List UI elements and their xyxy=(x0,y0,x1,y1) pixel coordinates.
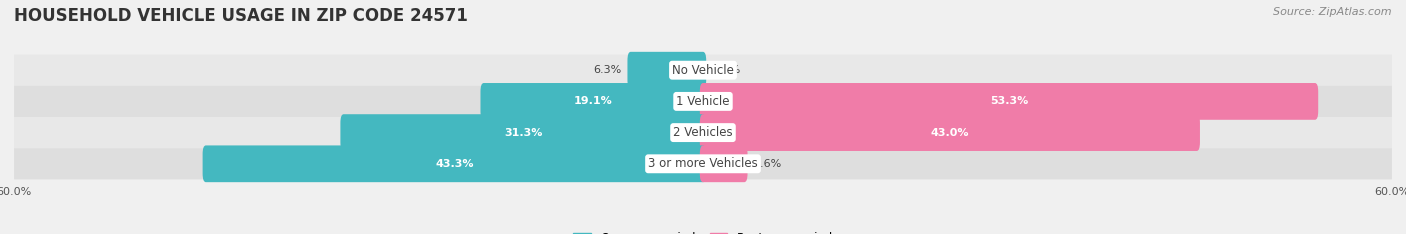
Text: 43.0%: 43.0% xyxy=(931,128,969,138)
Text: 2 Vehicles: 2 Vehicles xyxy=(673,126,733,139)
FancyBboxPatch shape xyxy=(481,83,706,120)
Text: 6.3%: 6.3% xyxy=(593,65,621,75)
FancyBboxPatch shape xyxy=(14,117,1392,148)
FancyBboxPatch shape xyxy=(202,145,706,182)
FancyBboxPatch shape xyxy=(14,86,1392,117)
Text: 1 Vehicle: 1 Vehicle xyxy=(676,95,730,108)
Text: 19.1%: 19.1% xyxy=(574,96,613,106)
Text: 31.3%: 31.3% xyxy=(505,128,543,138)
FancyBboxPatch shape xyxy=(340,114,706,151)
Legend: Owner-occupied, Renter-occupied: Owner-occupied, Renter-occupied xyxy=(572,232,834,234)
Text: 43.3%: 43.3% xyxy=(436,159,474,169)
FancyBboxPatch shape xyxy=(14,55,1392,86)
Text: HOUSEHOLD VEHICLE USAGE IN ZIP CODE 24571: HOUSEHOLD VEHICLE USAGE IN ZIP CODE 2457… xyxy=(14,7,468,25)
Text: 0.0%: 0.0% xyxy=(713,65,741,75)
FancyBboxPatch shape xyxy=(700,83,1319,120)
Text: 3.6%: 3.6% xyxy=(754,159,782,169)
Text: No Vehicle: No Vehicle xyxy=(672,64,734,77)
FancyBboxPatch shape xyxy=(700,114,1199,151)
Text: 3 or more Vehicles: 3 or more Vehicles xyxy=(648,157,758,170)
FancyBboxPatch shape xyxy=(700,145,748,182)
FancyBboxPatch shape xyxy=(627,52,706,89)
Text: Source: ZipAtlas.com: Source: ZipAtlas.com xyxy=(1274,7,1392,17)
Text: 53.3%: 53.3% xyxy=(990,96,1028,106)
FancyBboxPatch shape xyxy=(14,148,1392,179)
